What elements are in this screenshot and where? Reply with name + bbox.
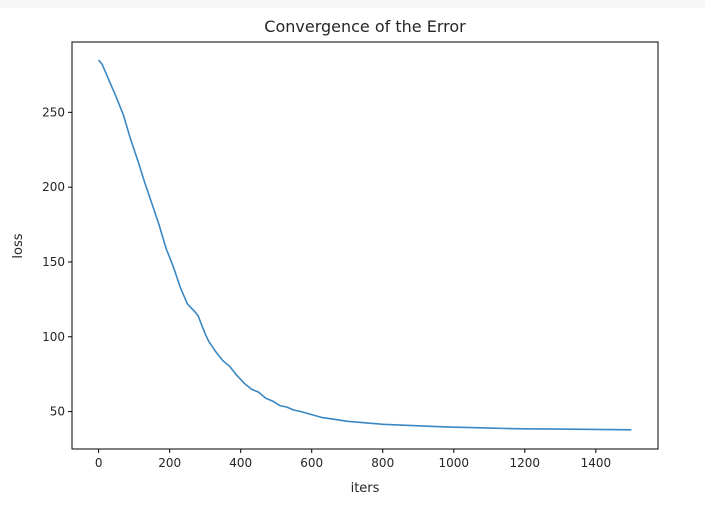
- x-axis-label: iters: [351, 481, 380, 496]
- x-tick-label: 400: [229, 456, 252, 470]
- x-tick-label: 200: [158, 456, 181, 470]
- x-tick-label: 1000: [439, 456, 470, 470]
- y-tick-label: 150: [42, 255, 65, 269]
- plot-frame: [71, 41, 659, 450]
- plot-layer: [97, 59, 632, 431]
- y-tick-label: 100: [42, 330, 65, 344]
- y-axis: 50 100 150 200 250: [42, 105, 72, 419]
- x-axis: 0 200 400 600 800 1000 1200 1400: [95, 449, 611, 470]
- top-strip: [0, 0, 705, 8]
- x-tick-label: 600: [300, 456, 323, 470]
- x-tick-label: 1400: [581, 456, 612, 470]
- x-tick-label: 0: [95, 456, 103, 470]
- x-tick-label: 800: [371, 456, 394, 470]
- y-tick-label: 200: [42, 180, 65, 194]
- y-tick-label: 250: [42, 105, 65, 119]
- chart-title: Convergence of the Error: [264, 17, 466, 36]
- y-tick-label: 50: [50, 405, 65, 419]
- series-line-0: [97, 59, 632, 431]
- x-tick-label: 1200: [510, 456, 541, 470]
- y-axis-label: loss: [11, 233, 26, 258]
